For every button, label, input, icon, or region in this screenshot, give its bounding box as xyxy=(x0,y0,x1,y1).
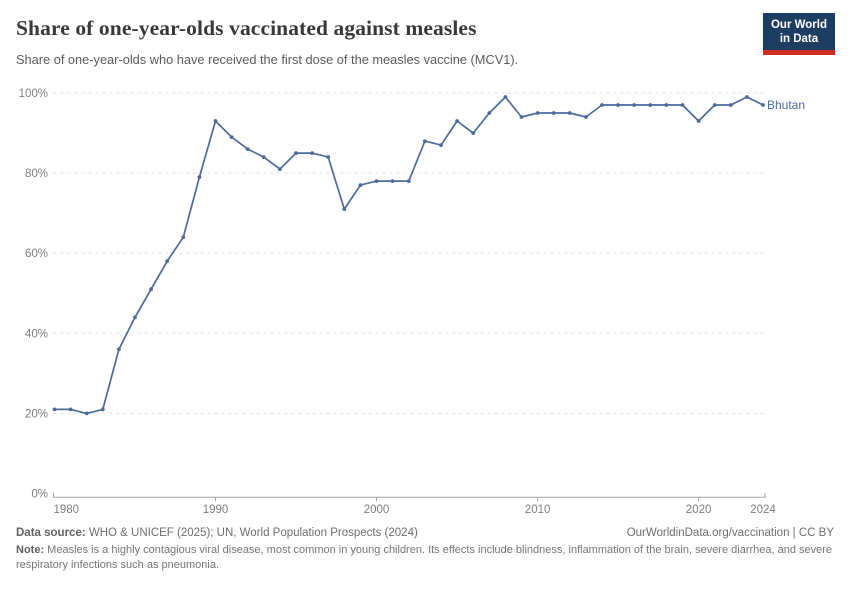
data-point xyxy=(68,407,73,412)
y-tick-label: 100% xyxy=(19,88,48,100)
data-point xyxy=(149,287,154,292)
data-source: Data source: WHO & UNICEF (2025); UN, Wo… xyxy=(16,527,418,539)
data-point xyxy=(423,139,427,144)
data-point xyxy=(374,179,379,184)
data-point xyxy=(600,103,604,107)
data-point xyxy=(455,119,459,123)
x-tick-label: 2024 xyxy=(750,504,776,516)
x-tick-label: 1990 xyxy=(203,504,229,516)
data-point xyxy=(519,115,524,119)
data-point xyxy=(390,179,395,184)
data-point xyxy=(632,103,637,107)
owid-logo-line2: in Data xyxy=(779,33,819,46)
chart-note: Note: Measles is a highly contagious vir… xyxy=(16,543,834,572)
data-point xyxy=(728,103,733,107)
x-tick-label: 2020 xyxy=(686,504,712,516)
data-point xyxy=(358,183,363,188)
data-point xyxy=(535,111,540,115)
data-point xyxy=(567,111,572,115)
data-point xyxy=(294,151,298,156)
data-source-value: WHO & UNICEF (2025); UN, World Populatio… xyxy=(85,527,418,539)
data-point xyxy=(213,119,218,123)
data-point xyxy=(664,103,669,107)
x-axis-line xyxy=(53,492,766,498)
data-line xyxy=(53,96,764,415)
y-tick-label: 60% xyxy=(25,248,48,260)
x-tick-label: 2000 xyxy=(364,504,390,516)
data-source-label: Data source: xyxy=(16,527,86,539)
y-tick-label: 80% xyxy=(25,168,48,180)
y-tick-label: 20% xyxy=(25,408,48,420)
data-point xyxy=(165,259,170,264)
data-point xyxy=(245,147,250,152)
data-point xyxy=(406,179,411,184)
data-point xyxy=(584,115,588,119)
x-tick-label: 2010 xyxy=(525,504,551,516)
data-point xyxy=(696,119,701,123)
data-point xyxy=(648,103,653,107)
data-point xyxy=(439,143,443,148)
y-tick-label: 40% xyxy=(25,328,48,340)
data-point xyxy=(310,151,314,156)
data-point xyxy=(616,103,620,107)
data-point xyxy=(551,111,556,115)
license-link[interactable]: OurWorldinData.org/vaccination | CC BY xyxy=(626,527,834,539)
note-value: Measles is a highly contagious viral dis… xyxy=(16,544,833,571)
data-point xyxy=(197,175,202,180)
owid-logo-line1: Our World xyxy=(770,19,827,31)
page-title: Share of one-year-olds vaccinated agains… xyxy=(16,16,477,40)
x-tick-label: 1980 xyxy=(54,504,80,516)
chart-footer: Data source: WHO & UNICEF (2025); UN, Wo… xyxy=(16,527,834,572)
data-point xyxy=(84,411,89,416)
data-point xyxy=(471,131,476,136)
data-point xyxy=(503,95,508,99)
data-point xyxy=(326,155,331,160)
data-point xyxy=(117,347,121,352)
data-point xyxy=(712,103,717,107)
data-point xyxy=(278,167,282,172)
data-point xyxy=(133,315,137,320)
chart-subtitle: Share of one-year-olds who have received… xyxy=(16,52,519,67)
data-point xyxy=(761,103,765,107)
owid-logo[interactable]: Our World in Data xyxy=(762,13,835,55)
data-point xyxy=(181,235,186,240)
data-point xyxy=(261,155,266,160)
data-point xyxy=(229,135,234,140)
y-tick-label: 0% xyxy=(31,489,48,501)
data-point xyxy=(680,103,685,107)
data-point xyxy=(100,407,105,412)
note-label: Note: xyxy=(16,544,45,556)
data-point xyxy=(342,207,347,212)
data-point xyxy=(745,95,749,99)
data-point xyxy=(52,407,57,412)
series-end-label[interactable]: Bhutan xyxy=(767,98,805,112)
data-point xyxy=(487,111,492,115)
